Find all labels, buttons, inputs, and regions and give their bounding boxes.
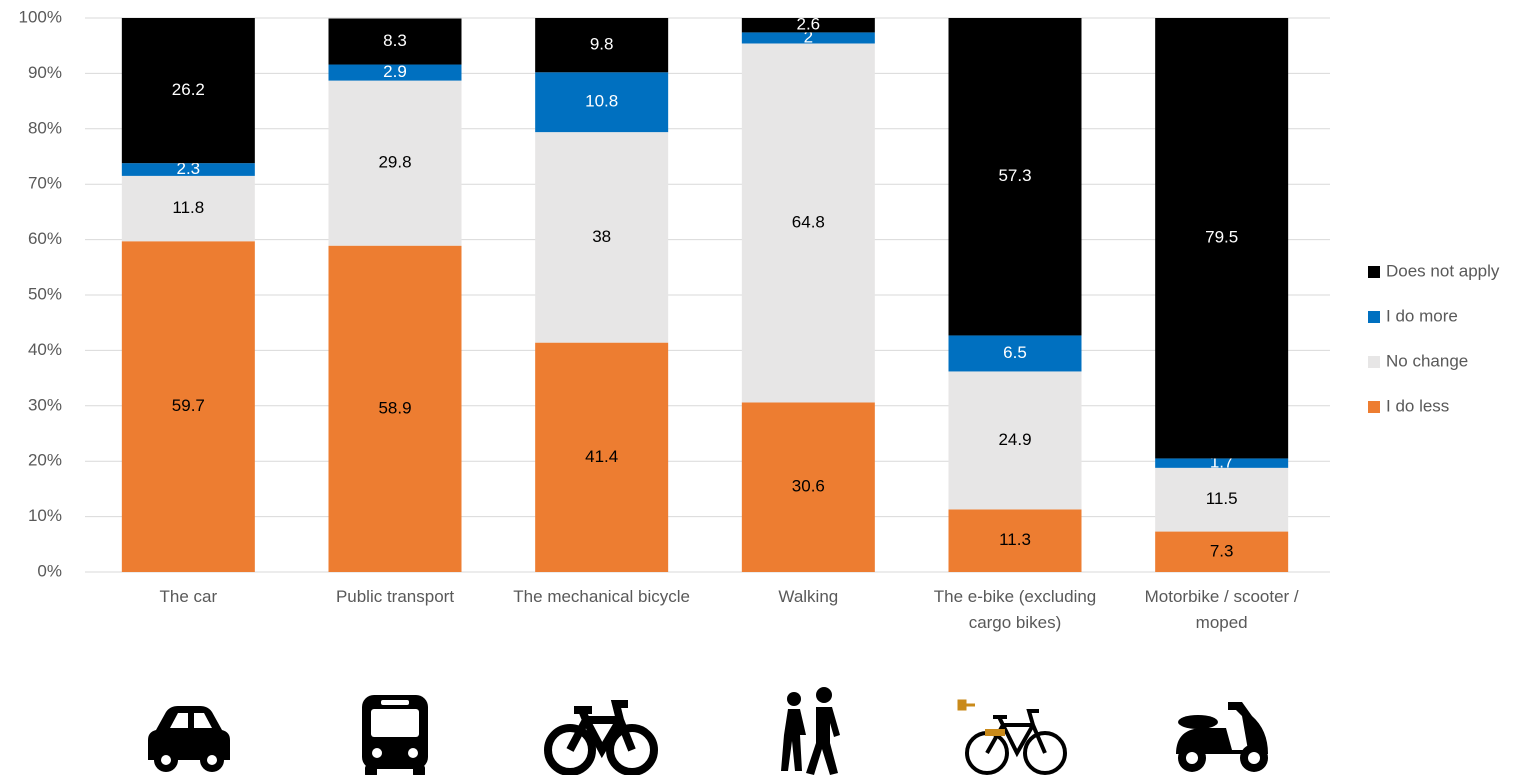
x-tick-label: Walking	[778, 587, 839, 606]
data-label: 6.5	[1003, 343, 1027, 362]
data-label: 30.6	[792, 477, 825, 496]
data-label: 24.9	[998, 430, 1031, 449]
legend-swatch	[1368, 401, 1380, 413]
car-icon	[148, 706, 230, 772]
bar-segment	[328, 80, 462, 246]
legend-swatch	[1368, 266, 1380, 278]
data-label: 79.5	[1205, 228, 1238, 247]
legend-label: No change	[1386, 351, 1468, 370]
data-label: 57.3	[998, 166, 1031, 185]
y-tick-label: 50%	[28, 284, 62, 303]
bar-segment	[1155, 18, 1289, 459]
data-label: 11.8	[172, 198, 204, 217]
data-label: 8.3	[383, 31, 407, 50]
x-tick-label: Public transport	[335, 587, 455, 606]
data-label: 29.8	[378, 153, 411, 172]
bar-segment	[121, 163, 255, 176]
bar-segment	[1155, 531, 1289, 572]
bar-segment	[535, 72, 669, 133]
bar-segment	[328, 64, 462, 81]
bus-icon	[362, 695, 428, 775]
bar-segment	[948, 371, 1082, 510]
y-tick-label: 10%	[28, 506, 62, 525]
data-label: 58.9	[378, 398, 411, 417]
bicycle-icon	[544, 700, 658, 775]
y-tick-label: 70%	[28, 174, 62, 193]
y-tick-label: 0%	[37, 561, 62, 580]
bar-segment	[948, 509, 1082, 572]
bar-segment	[328, 245, 462, 572]
y-tick-label: 60%	[28, 229, 62, 248]
data-label: 2.9	[383, 62, 407, 81]
data-label: 64.8	[792, 212, 825, 231]
data-label: 41.4	[585, 447, 618, 466]
data-label: 10.8	[585, 92, 618, 111]
bar-segment	[535, 342, 669, 572]
y-tick-label: 100%	[19, 7, 62, 26]
x-tick-label: The car	[159, 587, 218, 606]
x-tick-label: The mechanical bicycle	[513, 587, 690, 606]
bar-segment	[948, 335, 1082, 372]
y-tick-label: 40%	[28, 340, 62, 359]
y-tick-label: 90%	[28, 63, 62, 82]
bar-segment	[328, 18, 462, 65]
bar-segment	[535, 18, 669, 73]
data-label: 2	[804, 27, 813, 46]
bar-segment	[1155, 467, 1289, 532]
data-label: 9.8	[590, 35, 614, 54]
y-tick-label: 80%	[28, 118, 62, 137]
legend-label: I do less	[1386, 396, 1449, 415]
x-tick-label: Motorbike / scooter / moped	[1144, 587, 1299, 632]
ebike-icon	[957, 699, 1067, 775]
y-tick-label: 20%	[28, 451, 62, 470]
bar-segment	[121, 18, 255, 164]
data-label: 11.5	[1206, 489, 1238, 508]
bar-segment	[741, 402, 875, 572]
bar-segment	[121, 241, 255, 572]
bar-segment	[741, 18, 875, 33]
bar-segment	[121, 175, 255, 242]
legend-swatch	[1368, 356, 1380, 368]
data-label: 2.6	[797, 15, 821, 34]
bar-segment	[741, 43, 875, 403]
data-label: 38	[592, 227, 611, 246]
data-label: 7.3	[1210, 541, 1234, 560]
legend-label: I do more	[1386, 306, 1458, 325]
bar-segment	[1155, 458, 1289, 468]
data-label: 11.3	[999, 530, 1031, 549]
data-label: 26.2	[172, 80, 205, 99]
bar-segment	[948, 18, 1082, 336]
bar-segment	[741, 32, 875, 44]
legend-label: Does not apply	[1386, 261, 1500, 280]
legend-swatch	[1368, 311, 1380, 323]
scooter-icon	[1176, 702, 1268, 772]
data-label: 59.7	[172, 396, 205, 415]
y-tick-label: 30%	[28, 395, 62, 414]
walking-icon	[781, 687, 840, 775]
x-tick-label: The e-bike (excluding cargo bikes)	[933, 587, 1097, 632]
icons	[148, 687, 1268, 775]
data-label: 2.3	[177, 159, 201, 178]
bar-segment	[535, 132, 669, 343]
